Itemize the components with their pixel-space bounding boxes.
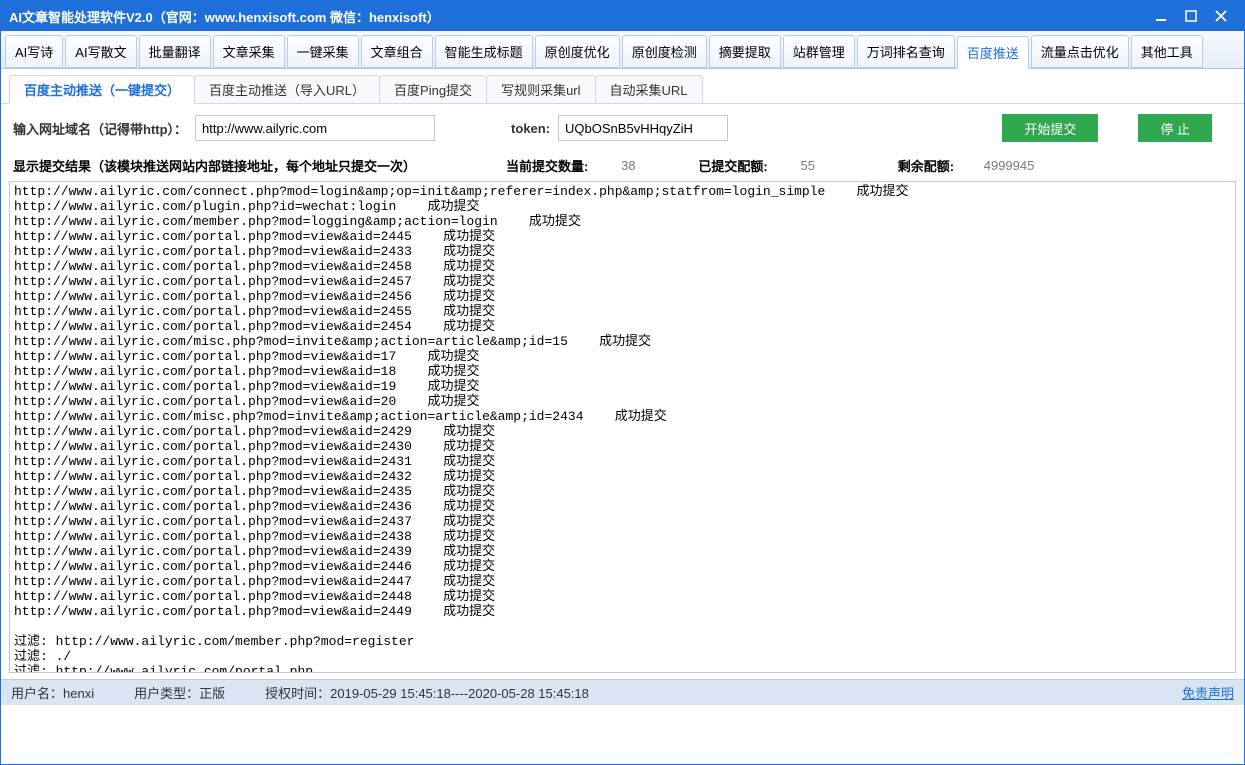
toolbar-tab[interactable]: 文章采集 — [213, 35, 285, 68]
sub-tab[interactable]: 百度Ping提交 — [379, 75, 487, 103]
stats-row: 显示提交结果（该模块推送网站内部链接地址，每个地址只提交一次） 当前提交数量: … — [1, 152, 1244, 181]
toolbar-tab[interactable]: 站群管理 — [783, 35, 855, 68]
toolbar-tab[interactable]: 文章组合 — [361, 35, 433, 68]
app-window: AI文章智能处理软件V2.0（官网：www.henxisoft.com 微信：h… — [0, 0, 1245, 765]
close-button[interactable] — [1206, 5, 1236, 27]
sub-tab[interactable]: 写规则采集url — [486, 75, 595, 103]
toolbar-tab[interactable]: AI写诗 — [5, 35, 63, 68]
toolbar-tab[interactable]: 流量点击优化 — [1031, 35, 1129, 68]
toolbar-tab[interactable]: 批量翻译 — [139, 35, 211, 68]
footer-type: 用户类型：正版 — [134, 683, 225, 702]
titlebar: AI文章智能处理软件V2.0（官网：www.henxisoft.com 微信：h… — [1, 1, 1244, 31]
toolbar-tab[interactable]: 其他工具 — [1131, 35, 1203, 68]
toolbar-tab[interactable]: 万词排名查询 — [857, 35, 955, 68]
toolbar-tab[interactable]: 智能生成标题 — [435, 35, 533, 68]
footer-user: 用户名：henxi — [11, 683, 94, 702]
sub-tab[interactable]: 自动采集URL — [595, 75, 703, 103]
token-input[interactable] — [558, 115, 728, 141]
log-text: http://www.ailyric.com/connect.php?mod=l… — [10, 182, 1235, 673]
log-panel[interactable]: http://www.ailyric.com/connect.php?mod=l… — [9, 181, 1236, 673]
current-value: 38 — [598, 158, 658, 173]
submitted-value: 55 — [778, 158, 838, 173]
footer-auth: 授权时间：2019-05-29 15:45:18----2020-05-28 1… — [265, 683, 589, 702]
disclaimer-link[interactable]: 免责声明 — [1182, 683, 1234, 702]
result-label: 显示提交结果（该模块推送网站内部链接地址，每个地址只提交一次） — [13, 156, 416, 175]
remaining-value: 4999945 — [964, 158, 1054, 173]
remaining-label: 剩余配额: — [898, 156, 954, 175]
sub-tab[interactable]: 百度主动推送（一键提交） — [9, 75, 195, 103]
maximize-button[interactable] — [1176, 5, 1206, 27]
minimize-button[interactable] — [1146, 5, 1176, 27]
toolbar-tab[interactable]: 原创度检测 — [622, 35, 707, 68]
sub-tab[interactable]: 百度主动推送（导入URL） — [194, 75, 380, 103]
stop-button[interactable]: 停 止 — [1138, 114, 1212, 142]
input-row: 输入网址域名（记得带http）： token: 开始提交 停 止 — [1, 104, 1244, 152]
main-toolbar: AI写诗AI写散文批量翻译文章采集一键采集文章组合智能生成标题原创度优化原创度检… — [1, 31, 1244, 69]
submitted-label: 已提交配额: — [698, 156, 767, 175]
token-label: token: — [511, 121, 550, 136]
domain-label: 输入网址域名（记得带http）： — [13, 119, 187, 138]
toolbar-tab[interactable]: AI写散文 — [65, 35, 136, 68]
sub-tabs: 百度主动推送（一键提交）百度主动推送（导入URL）百度Ping提交写规则采集ur… — [1, 69, 1244, 104]
toolbar-tab[interactable]: 原创度优化 — [535, 35, 620, 68]
toolbar-tab[interactable]: 摘要提取 — [709, 35, 781, 68]
window-title: AI文章智能处理软件V2.0（官网：www.henxisoft.com 微信：h… — [9, 7, 1146, 26]
toolbar-tab[interactable]: 百度推送 — [957, 36, 1029, 69]
status-bar: 用户名：henxi 用户类型：正版 授权时间：2019-05-29 15:45:… — [1, 679, 1244, 705]
current-label: 当前提交数量: — [506, 156, 588, 175]
toolbar-tab[interactable]: 一键采集 — [287, 35, 359, 68]
start-button[interactable]: 开始提交 — [1002, 114, 1098, 142]
domain-input[interactable] — [195, 115, 435, 141]
